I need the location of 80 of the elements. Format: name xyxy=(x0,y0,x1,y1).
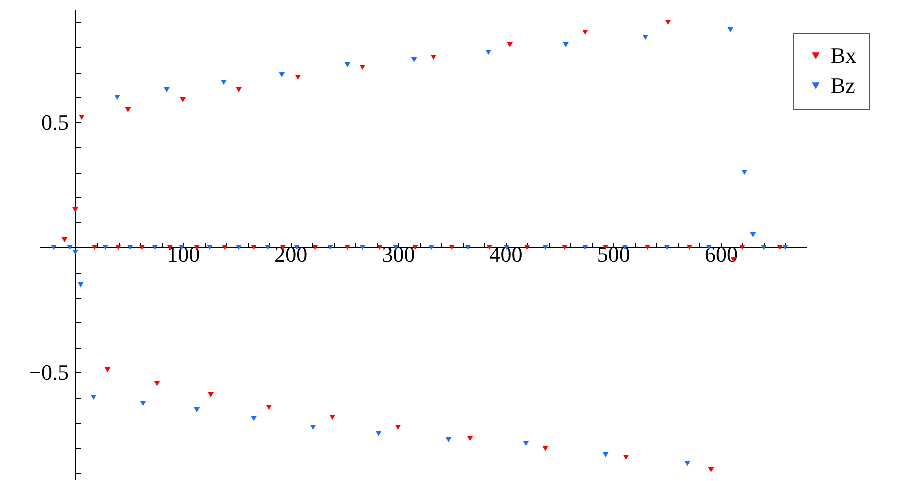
point xyxy=(665,20,672,26)
point xyxy=(524,244,530,250)
point xyxy=(140,401,146,406)
point xyxy=(236,87,242,93)
point xyxy=(62,237,68,243)
point xyxy=(102,244,109,250)
point xyxy=(563,42,569,48)
point xyxy=(265,244,271,250)
point xyxy=(279,72,285,78)
point xyxy=(411,57,418,63)
point xyxy=(740,244,746,250)
point xyxy=(330,414,336,420)
point xyxy=(251,244,257,250)
point xyxy=(644,244,651,250)
point xyxy=(777,244,784,250)
point xyxy=(164,87,170,93)
point xyxy=(602,452,609,458)
point xyxy=(428,244,434,250)
point xyxy=(742,170,748,176)
point xyxy=(67,244,74,250)
point xyxy=(623,454,630,460)
point xyxy=(562,244,568,250)
point xyxy=(582,244,588,250)
point xyxy=(344,62,351,68)
point xyxy=(376,431,382,436)
point xyxy=(310,424,316,430)
point xyxy=(90,394,97,400)
point xyxy=(728,27,734,33)
point xyxy=(686,244,693,250)
point xyxy=(154,381,160,386)
point xyxy=(642,34,649,40)
point xyxy=(507,42,514,48)
point xyxy=(139,244,146,250)
point xyxy=(221,80,227,86)
point xyxy=(449,244,455,250)
point xyxy=(782,244,788,250)
point xyxy=(430,54,437,60)
point xyxy=(328,244,334,250)
y-tick-label: −0.5 xyxy=(29,360,69,385)
point xyxy=(79,114,85,120)
point xyxy=(78,282,84,288)
point xyxy=(207,244,213,250)
point xyxy=(194,407,200,413)
point xyxy=(104,367,111,373)
point xyxy=(523,441,530,446)
point xyxy=(295,74,302,80)
point xyxy=(72,250,78,256)
point xyxy=(750,232,756,238)
point xyxy=(92,244,98,250)
point xyxy=(465,244,472,250)
point xyxy=(582,30,588,36)
point xyxy=(360,244,366,250)
legend-label: Bx xyxy=(831,43,857,68)
point xyxy=(377,244,383,250)
point xyxy=(312,244,318,250)
point xyxy=(180,97,186,103)
point xyxy=(395,424,402,430)
point xyxy=(127,244,134,250)
point xyxy=(542,446,549,452)
point xyxy=(446,437,452,443)
point xyxy=(266,404,272,410)
point xyxy=(72,207,78,213)
point xyxy=(208,392,214,398)
point xyxy=(542,244,549,250)
point xyxy=(708,467,714,473)
point xyxy=(114,94,120,100)
point xyxy=(360,64,366,70)
point xyxy=(486,50,492,56)
point xyxy=(664,244,670,250)
point xyxy=(684,461,691,466)
point xyxy=(125,107,132,113)
point xyxy=(344,244,351,250)
legend-label: Bz xyxy=(831,73,856,98)
point xyxy=(116,244,122,250)
point xyxy=(152,244,158,250)
y-tick-label: 0.5 xyxy=(42,110,69,135)
point xyxy=(236,244,242,250)
point xyxy=(467,436,474,442)
point xyxy=(222,244,228,250)
point xyxy=(251,416,257,422)
